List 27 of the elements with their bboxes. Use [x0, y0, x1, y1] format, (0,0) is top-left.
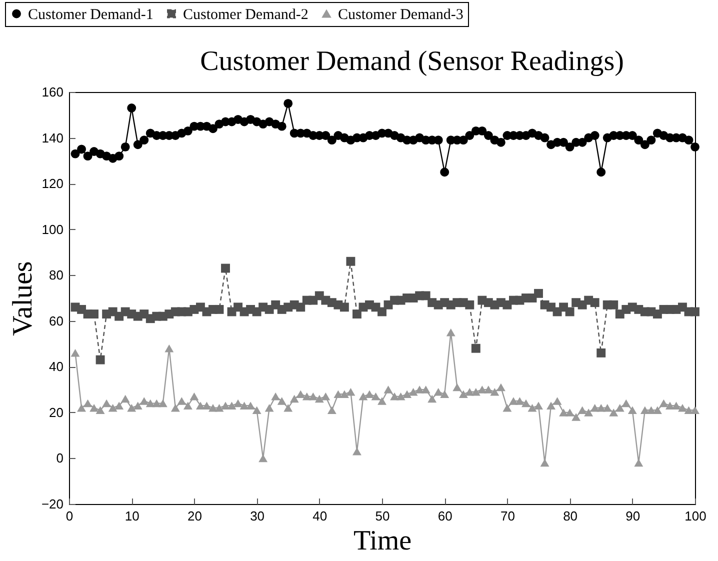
- y-tick-label: 20: [49, 404, 64, 420]
- x-tick-label: 20: [187, 508, 202, 524]
- y-tick-label: 40: [49, 359, 64, 374]
- x-tick-label: 70: [500, 508, 515, 524]
- x-tick-label: 60: [438, 508, 452, 524]
- x-tick-label: 90: [626, 508, 640, 524]
- y-tick-label: 60: [49, 313, 64, 328]
- x-tick-label: 100: [684, 508, 706, 524]
- legend-label: Customer Demand-2: [183, 6, 308, 23]
- y-tick-label: 140: [42, 130, 64, 146]
- x-tick-label: 40: [312, 508, 328, 524]
- x-tick-label: 0: [66, 508, 74, 524]
- y-tick-label: 0: [56, 450, 64, 466]
- y-tick-label: 160: [42, 84, 64, 100]
- legend-label: Customer Demand-1: [28, 6, 154, 23]
- legend-label: Customer Demand-3: [338, 6, 464, 23]
- y-tick-label: 80: [49, 268, 64, 283]
- y-tick-label: 120: [42, 176, 64, 192]
- x-tick-label: 80: [563, 508, 578, 524]
- x-tick-label: 50: [375, 508, 390, 524]
- x-tick-label: 30: [250, 508, 265, 524]
- y-tick-label: −20: [41, 496, 64, 512]
- chart-title: Customer Demand (Sensor Readings): [200, 46, 624, 77]
- y-axis-title: Values: [7, 261, 38, 336]
- y-tick-label: 100: [42, 222, 64, 237]
- x-axis-title: Time: [353, 526, 412, 556]
- x-tick-label: 10: [124, 508, 140, 524]
